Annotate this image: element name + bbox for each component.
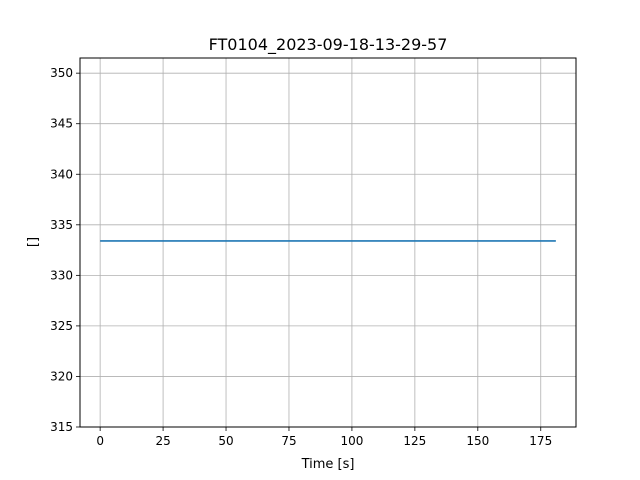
x-tick-label: 150 (466, 434, 489, 448)
y-tick-label: 350 (50, 66, 73, 80)
y-axis-label: [] (26, 237, 41, 247)
x-tick-label: 0 (96, 434, 104, 448)
x-tick-label: 75 (281, 434, 296, 448)
x-tick-label: 25 (155, 434, 170, 448)
grid-lines (80, 58, 576, 428)
x-axis-label: Time [s] (301, 457, 355, 472)
y-tick-label: 315 (50, 420, 73, 434)
y-tick-label: 330 (50, 268, 73, 282)
y-tick-label: 345 (50, 117, 73, 131)
y-tick-label: 325 (50, 319, 73, 333)
x-tick-label: 50 (218, 434, 233, 448)
y-tick-label: 320 (50, 369, 73, 383)
axis-ticks: 0 25 50 75 100 125 150 175 315 320 325 330 335 340 345… (50, 66, 552, 448)
plot-frame (79, 57, 577, 428)
y-tick-label: 335 (50, 218, 73, 232)
x-tick-label: 125 (403, 434, 426, 448)
chart-title: FT0104_2023-09-18-13-29-57 (209, 35, 448, 55)
y-tick-label: 340 (50, 167, 73, 181)
x-tick-label: 175 (529, 434, 552, 448)
x-tick-label: 100 (340, 434, 363, 448)
